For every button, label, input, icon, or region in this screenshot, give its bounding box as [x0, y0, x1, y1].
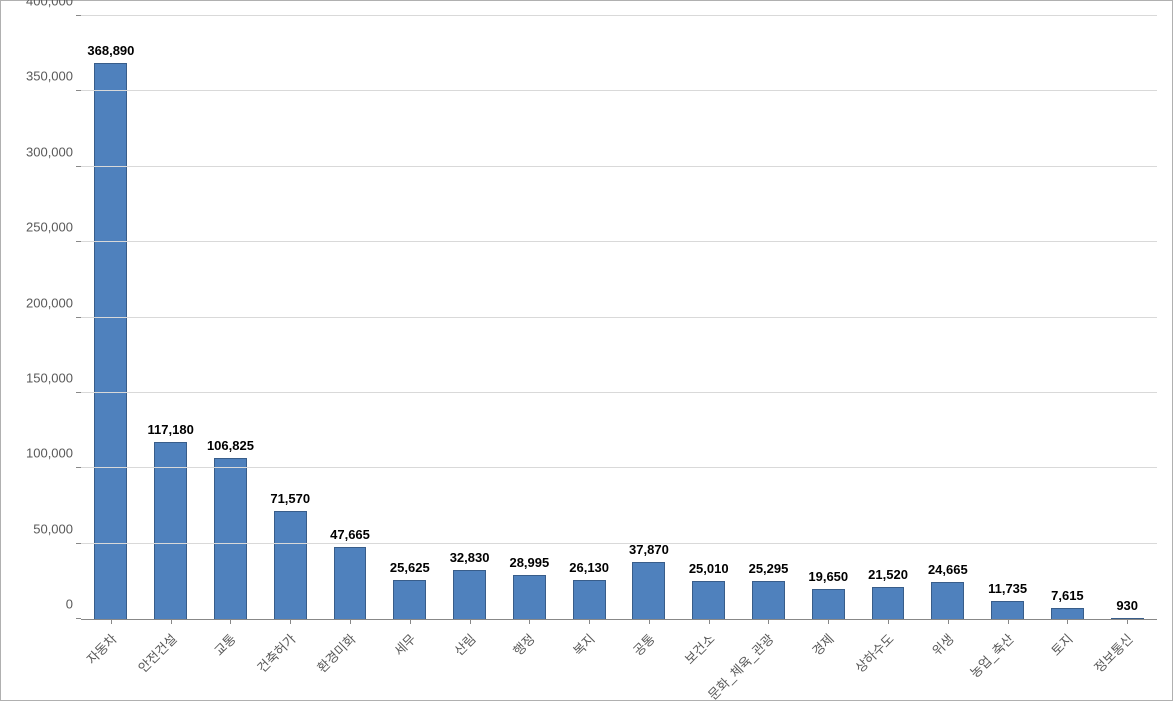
bar-value-label: 21,520: [868, 567, 908, 588]
bar: 32,830: [453, 570, 486, 619]
gridline: [81, 392, 1157, 393]
bar: 71,570: [274, 511, 307, 619]
y-axis-label: 400,000: [26, 0, 81, 9]
y-tick-mark: [76, 317, 81, 318]
bar-slot: 24,665위생: [918, 16, 978, 619]
bar-slot: 19,650경제: [798, 16, 858, 619]
gridline: [81, 317, 1157, 318]
bar-value-label: 37,870: [629, 542, 669, 563]
y-axis-label: 0: [66, 597, 81, 612]
bar-value-label: 117,180: [148, 422, 194, 443]
bar-slot: 28,995행정: [499, 16, 559, 619]
y-tick-mark: [76, 166, 81, 167]
bar-value-label: 368,890: [87, 43, 134, 64]
bar-value-label: 71,570: [270, 491, 310, 512]
bar: 106,825: [214, 458, 247, 619]
gridline: [81, 241, 1157, 242]
y-axis-label: 50,000: [33, 521, 81, 536]
bar: 368,890: [94, 63, 127, 619]
bar: 47,665: [334, 547, 367, 619]
bar-slot: 47,665환경미화: [320, 16, 380, 619]
y-axis-label: 350,000: [26, 69, 81, 84]
bar-value-label: 24,665: [928, 562, 968, 583]
y-tick-mark: [76, 543, 81, 544]
gridline: [81, 15, 1157, 16]
bar-slot: 11,735농업_축산: [978, 16, 1038, 619]
y-tick-mark: [76, 241, 81, 242]
bar-slot: 25,295문화_체육_관광: [739, 16, 799, 619]
bar-value-label: 25,010: [689, 561, 729, 582]
bar-value-label: 19,650: [808, 569, 848, 590]
bar-value-label: 47,665: [330, 527, 370, 548]
bar: 37,870: [632, 562, 665, 619]
bar-slot: 25,010보건소: [679, 16, 739, 619]
bar-slot: 117,180안전건설: [141, 16, 201, 619]
bar: 117,180: [154, 442, 187, 619]
bar-slot: 106,825교통: [201, 16, 261, 619]
gridline: [81, 543, 1157, 544]
y-axis-label: 150,000: [26, 370, 81, 385]
bar-value-label: 25,295: [749, 561, 789, 582]
y-tick-mark: [76, 618, 81, 619]
bar-slot: 71,570건축허가: [260, 16, 320, 619]
y-tick-mark: [76, 90, 81, 91]
bar-slot: 368,890자동차: [81, 16, 141, 619]
gridline: [81, 166, 1157, 167]
bar-value-label: 32,830: [450, 550, 490, 571]
y-axis-label: 250,000: [26, 220, 81, 235]
bar-slot: 930정보통신: [1097, 16, 1157, 619]
bar-slot: 7,615토지: [1038, 16, 1098, 619]
gridline: [81, 90, 1157, 91]
bars-row: 368,890자동차117,180안전건설106,825교통71,570건축허가…: [81, 16, 1157, 619]
y-tick-mark: [76, 15, 81, 16]
bar-value-label: 26,130: [569, 560, 609, 581]
y-axis-label: 300,000: [26, 144, 81, 159]
bar-value-label: 28,995: [509, 555, 549, 576]
plot-area: 368,890자동차117,180안전건설106,825교통71,570건축허가…: [81, 16, 1157, 620]
y-axis-label: 100,000: [26, 446, 81, 461]
gridline: [81, 467, 1157, 468]
y-axis-label: 200,000: [26, 295, 81, 310]
y-tick-mark: [76, 467, 81, 468]
bar-slot: 21,520상하수도: [858, 16, 918, 619]
bar-slot: 25,625세무: [380, 16, 440, 619]
bar-value-label: 7,615: [1051, 588, 1084, 609]
bar-value-label: 25,625: [390, 560, 430, 581]
bar-slot: 32,830산림: [440, 16, 500, 619]
bar-value-label: 106,825: [207, 438, 254, 459]
bar-slot: 26,130복지: [559, 16, 619, 619]
y-tick-mark: [76, 392, 81, 393]
bar-chart: 368,890자동차117,180안전건설106,825교통71,570건축허가…: [0, 0, 1173, 701]
bar-value-label: 11,735: [988, 581, 1027, 602]
bar-slot: 37,870공통: [619, 16, 679, 619]
